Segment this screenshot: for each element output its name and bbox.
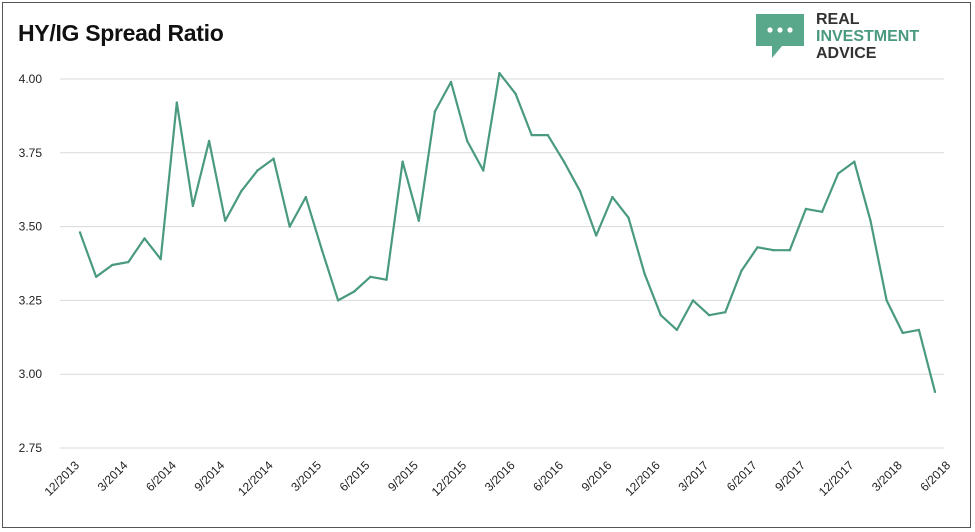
data-point <box>853 160 856 163</box>
data-point <box>417 219 420 222</box>
y-tick-label: 3.50 <box>19 220 43 234</box>
data-point <box>578 189 582 193</box>
data-point <box>78 231 82 234</box>
data-point <box>530 133 533 137</box>
data-point <box>159 257 162 261</box>
data-point <box>562 160 566 163</box>
series-layer <box>78 71 937 394</box>
x-tick-label: 3/2016 <box>482 458 518 494</box>
y-tick-label: 3.25 <box>19 293 43 307</box>
data-point <box>901 331 904 335</box>
data-point <box>191 204 195 208</box>
data-point <box>643 272 646 276</box>
y-tick-label: 2.75 <box>19 441 43 455</box>
data-point <box>482 169 485 172</box>
data-point <box>143 237 146 240</box>
data-point <box>740 269 743 273</box>
data-point <box>111 263 114 267</box>
chart-title: HY/IG Spread Ratio <box>18 20 224 46</box>
data-point <box>659 313 662 317</box>
gridlines <box>60 78 944 449</box>
x-axis-ticks: 12/2013 3/2014 6/2014 9/2014 12/2014 3/2015 6/… <box>42 458 954 499</box>
x-tick-label: 6/2015 <box>337 458 373 494</box>
data-point <box>240 189 243 193</box>
x-tick-label: 6/2016 <box>530 458 566 494</box>
x-tick-label: 12/2014 <box>235 458 276 499</box>
data-point <box>272 157 275 160</box>
data-point <box>595 234 598 237</box>
data-point <box>465 139 469 143</box>
y-tick-label: 4.00 <box>19 72 43 86</box>
x-tick-label: 3/2017 <box>675 458 711 494</box>
data-point <box>675 328 679 332</box>
data-point <box>353 290 356 293</box>
x-tick-label: 12/2017 <box>816 458 857 499</box>
x-tick-label: 3/2014 <box>95 458 131 494</box>
logo-line-3: ADVICE <box>816 45 877 62</box>
data-point <box>627 216 630 219</box>
data-point <box>514 92 517 95</box>
data-point <box>369 275 372 278</box>
data-point <box>127 260 130 264</box>
x-tick-label: 9/2017 <box>772 458 808 494</box>
data-point <box>772 249 775 252</box>
x-tick-label: 6/2014 <box>143 458 179 494</box>
data-point <box>449 80 453 84</box>
logo-line-1: REAL <box>816 11 860 28</box>
data-point <box>917 328 921 332</box>
series-line <box>78 71 937 393</box>
data-point <box>724 311 727 314</box>
y-tick-label: 3.75 <box>19 146 43 160</box>
y-axis-ticks: 2.75 3.00 3.25 3.50 3.75 4.00 <box>19 72 43 455</box>
speech-bubble-dots-icon <box>756 14 804 58</box>
x-tick-label: 9/2015 <box>385 458 421 494</box>
data-point <box>304 195 308 199</box>
data-point <box>788 249 792 252</box>
data-point <box>691 299 695 302</box>
data-point <box>756 246 759 249</box>
x-tick-label: 9/2014 <box>191 458 227 494</box>
x-tick-label: 12/2015 <box>429 458 470 499</box>
data-point <box>933 390 937 394</box>
data-point <box>707 313 711 317</box>
x-tick-label: 6/2017 <box>724 458 760 494</box>
data-point <box>207 139 211 143</box>
data-point <box>336 299 340 302</box>
data-point <box>175 101 178 104</box>
data-point <box>611 195 614 199</box>
data-point <box>837 172 840 175</box>
data-point <box>401 160 404 163</box>
data-point <box>869 219 872 222</box>
y-tick-label: 3.00 <box>19 367 43 381</box>
x-tick-label: 9/2016 <box>579 458 615 494</box>
data-point <box>804 207 808 211</box>
data-point <box>820 210 824 214</box>
data-point <box>885 299 888 302</box>
data-point <box>546 133 550 137</box>
brand-logo: REAL INVESTMENT ADVICE <box>752 10 952 66</box>
data-point <box>94 275 98 278</box>
data-point <box>320 249 324 252</box>
x-tick-label: 12/2013 <box>42 458 83 499</box>
data-point <box>256 169 259 172</box>
data-point <box>223 219 227 222</box>
data-point <box>498 71 501 75</box>
x-tick-label: 3/2018 <box>869 458 905 494</box>
x-tick-label: 6/2018 <box>917 458 953 494</box>
data-point <box>433 110 437 113</box>
logo-wordmark: REAL INVESTMENT ADVICE <box>816 11 919 62</box>
logo-line-2: INVESTMENT <box>816 28 920 45</box>
x-tick-label: 3/2015 <box>288 458 324 494</box>
data-point <box>385 278 388 281</box>
x-tick-label: 12/2016 <box>622 458 663 499</box>
data-point <box>288 225 291 228</box>
